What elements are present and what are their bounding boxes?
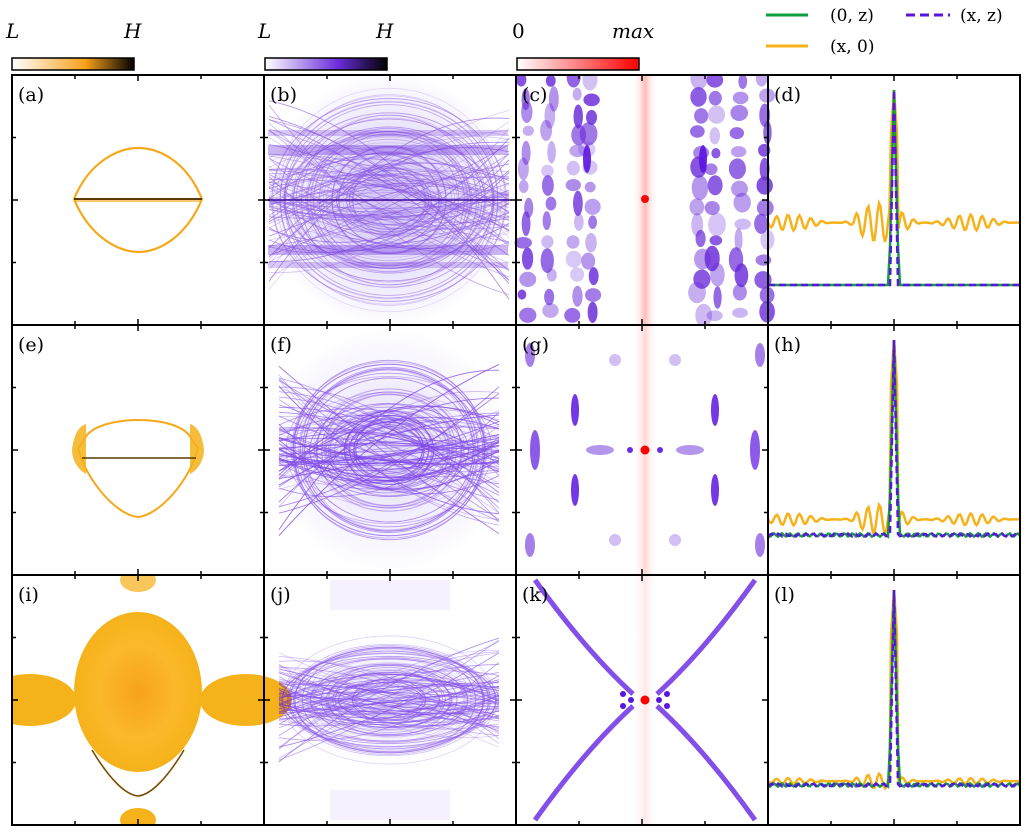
- plot-l: [767, 589, 1021, 791]
- panel-label-e: (e): [18, 334, 44, 356]
- colorbar-purple-high: H: [375, 19, 394, 43]
- panel-label-a: (a): [18, 84, 44, 106]
- panel-label-l: (l): [774, 584, 795, 606]
- panel-f-pattern: [264, 325, 514, 575]
- colorbar-orange: L H: [5, 19, 142, 71]
- panel-label-h: (h): [774, 334, 801, 356]
- colorbar-purple: L H: [257, 19, 394, 71]
- colorbar-purple-low: L: [257, 19, 271, 43]
- panel-g-pattern: [525, 325, 765, 575]
- legend-label-purple: (x, z): [960, 6, 1003, 26]
- panel-e-pattern: [72, 418, 204, 519]
- colorbar-red: 0 max: [512, 19, 654, 71]
- panel-label-f: (f): [270, 334, 292, 356]
- colorbar-red-high: max: [612, 19, 654, 43]
- panel-a-pattern: [72, 146, 204, 254]
- panel-label-b: (b): [270, 84, 297, 106]
- panel-b-pattern: [263, 75, 515, 325]
- panel-label-g: (g): [522, 334, 549, 356]
- series-xz-line: [768, 89, 1020, 287]
- panel-label-k: (k): [522, 584, 548, 606]
- panel-label-j: (j): [270, 584, 291, 606]
- series-xz-line: [767, 589, 1021, 789]
- plot-d: [766, 89, 1021, 287]
- panel-k-pattern: [532, 575, 758, 825]
- legend: (0, z) (x, 0) (x, z): [766, 6, 1003, 57]
- series-xz-line: [767, 339, 1021, 539]
- panel-i-pattern: [12, 575, 292, 825]
- plot-h: [766, 339, 1021, 539]
- legend-label-orange: (x, 0): [830, 37, 874, 57]
- panel-j-pattern: [269, 580, 509, 820]
- colorbar-orange-high: H: [123, 19, 142, 43]
- series-0z-line: [768, 89, 1020, 287]
- panel-c-pattern: [514, 75, 775, 325]
- panel-label-d: (d): [774, 84, 801, 106]
- colorbar-red-low: 0: [512, 19, 525, 43]
- colorbar-orange-low: L: [5, 19, 19, 43]
- panel-label-c: (c): [522, 84, 547, 106]
- line-plots: [766, 89, 1021, 791]
- legend-label-green: (0, z): [830, 6, 874, 26]
- panel-label-i: (i): [18, 584, 39, 606]
